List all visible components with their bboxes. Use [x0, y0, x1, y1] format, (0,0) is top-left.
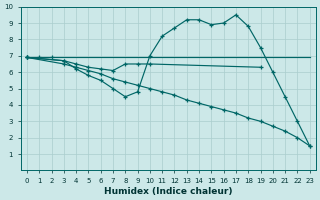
X-axis label: Humidex (Indice chaleur): Humidex (Indice chaleur) — [104, 187, 233, 196]
